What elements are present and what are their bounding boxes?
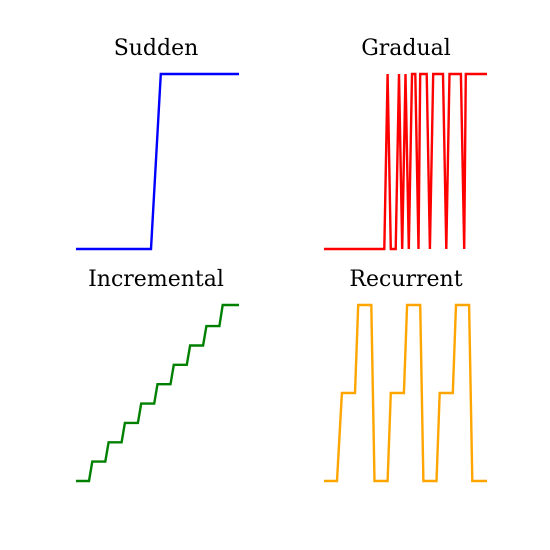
panel-title-recurrent: Recurrent [349,267,462,292]
panel-title-sudden: Sudden [114,36,199,61]
series-line-sudden [76,72,239,251]
panel-title-incremental: Incremental [88,267,224,292]
series-line-incremental [76,303,239,483]
series-line-gradual [324,72,487,251]
series-line-recurrent [324,303,487,483]
panel-title-gradual: Gradual [361,36,451,61]
